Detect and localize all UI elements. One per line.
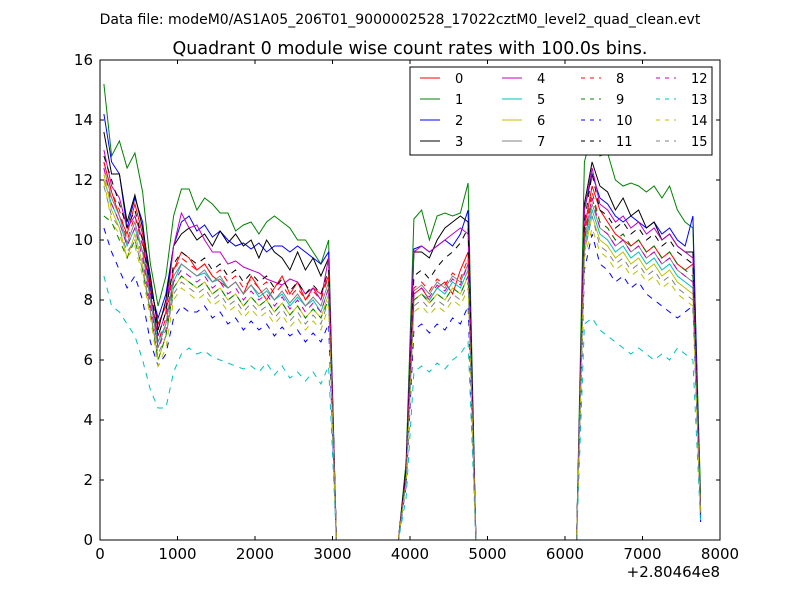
y-tick-label: 6 [83, 351, 93, 369]
y-tick-label: 2 [83, 471, 93, 489]
y-tick-label: 12 [74, 171, 93, 189]
x-tick-label: 3000 [313, 545, 351, 563]
x-tick-label: 4000 [391, 545, 429, 563]
legend-label: 0 [455, 72, 463, 87]
y-tick-label: 4 [83, 411, 93, 429]
legend-label: 15 [691, 135, 708, 150]
legend-label: 3 [455, 135, 463, 150]
legend-label: 9 [616, 93, 624, 108]
x-tick-label: 6000 [546, 545, 584, 563]
x-tick-label: 8000 [701, 545, 739, 563]
axes-ticks: 0 1000 2000 3000 4000 5000 6000 7000 80000246810… [74, 51, 739, 563]
series-line-11 [103, 155, 702, 541]
axes-frame [99, 59, 721, 541]
legend-label: 7 [537, 135, 545, 150]
series-line-4 [103, 149, 702, 541]
legend-label: 6 [537, 114, 545, 129]
series-line-15 [103, 185, 702, 541]
series-line-1 [103, 83, 702, 541]
legend-label: 4 [537, 72, 545, 87]
series-line-8 [103, 161, 702, 541]
series-line-12 [103, 167, 702, 541]
legend-label: 2 [455, 114, 463, 129]
y-tick-label: 10 [74, 231, 93, 249]
legend-label: 14 [691, 114, 708, 129]
legend-label: 13 [691, 93, 708, 108]
x-tick-label: 7000 [623, 545, 661, 563]
x-tick-label: 5000 [468, 545, 506, 563]
x-tick-label: 1000 [158, 545, 196, 563]
y-tick-label: 0 [83, 531, 93, 549]
legend-label: 10 [616, 114, 633, 129]
legend-frame [409, 66, 713, 156]
series-line-14 [103, 179, 702, 541]
legend-label: 11 [616, 135, 633, 150]
y-tick-label: 8 [83, 291, 93, 309]
legend-label: 12 [691, 72, 708, 87]
y-tick-label: 16 [74, 51, 93, 69]
x-tick-label: 2000 [236, 545, 274, 563]
legend-label: 5 [537, 93, 545, 108]
plot-lines [103, 83, 702, 541]
legend-label: 1 [455, 93, 463, 108]
chart-title: Quadrant 0 module wise count rates with … [173, 39, 648, 59]
series-line-10 [103, 227, 702, 541]
x-tick-label: 0 [95, 545, 105, 563]
figure-suptitle: Data file: modeM0/AS1A05_206T01_90000025… [100, 12, 701, 28]
y-tick-label: 14 [74, 111, 93, 129]
x-offset-label: +2.80464e8 [627, 563, 720, 581]
legend-label: 8 [616, 72, 624, 87]
